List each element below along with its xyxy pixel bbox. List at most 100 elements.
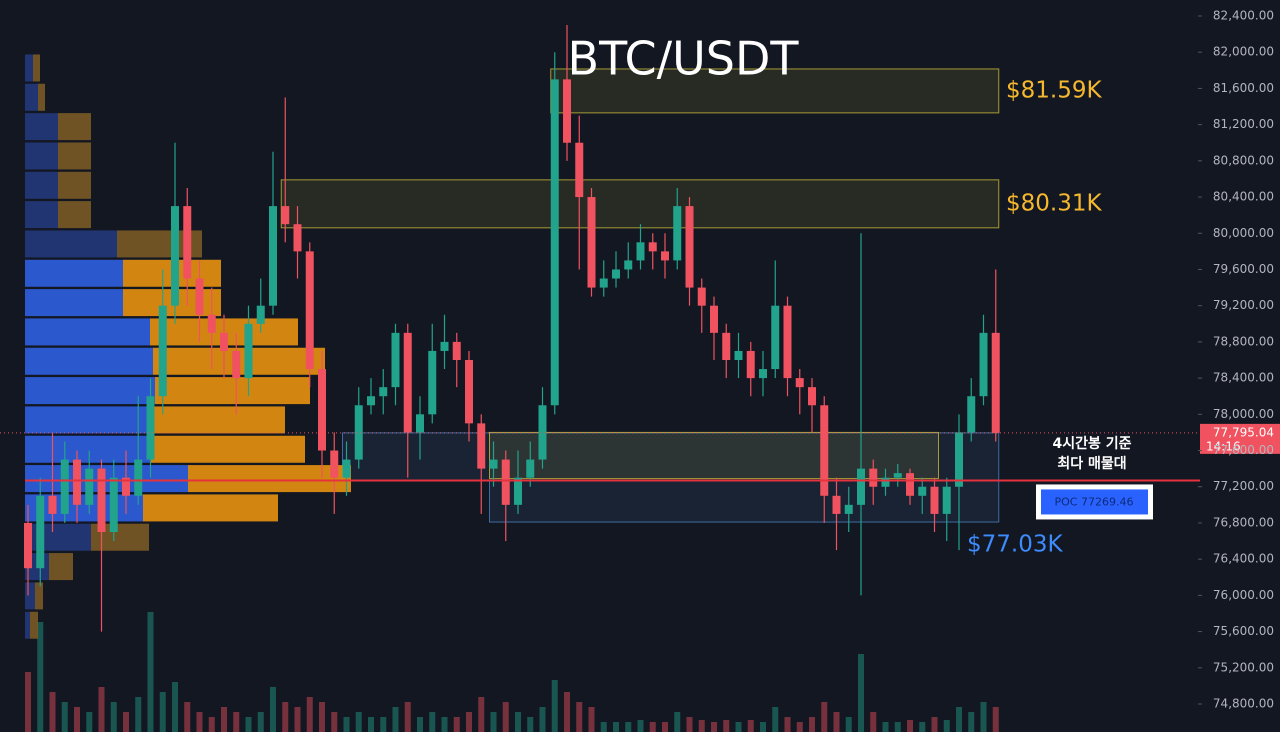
candle-body	[808, 387, 816, 406]
candle-body	[85, 468, 94, 505]
price-zone	[280, 179, 1000, 229]
y-tick-label: 80,800.00	[1213, 153, 1274, 167]
candle-body	[60, 459, 69, 514]
volume-bar	[257, 712, 264, 732]
volume-bar	[686, 717, 693, 732]
candle-body	[795, 378, 804, 388]
volume-bar	[784, 717, 791, 732]
candle-body	[269, 206, 277, 306]
volume-bar	[845, 717, 852, 732]
candle-body	[599, 278, 608, 288]
profile-sell	[38, 83, 45, 111]
volume-bar	[294, 707, 301, 732]
candle-body	[195, 278, 204, 315]
candle-body	[820, 405, 829, 496]
volume-bar	[919, 722, 926, 732]
y-tick-label: 79,600.00	[1213, 262, 1274, 276]
candle-body	[722, 332, 731, 360]
candle-body	[183, 206, 192, 279]
candle-body	[452, 341, 461, 360]
candle-body	[624, 260, 633, 270]
volume-bar	[992, 707, 999, 732]
candle-body	[318, 369, 326, 451]
volume-bar	[343, 717, 350, 732]
volume-bar	[502, 702, 509, 732]
volume-bar	[404, 702, 411, 732]
candle-body	[477, 423, 486, 469]
candle-body	[881, 477, 890, 487]
profile-buy	[25, 230, 117, 258]
candle-body	[305, 251, 314, 370]
volume-bar	[625, 722, 632, 732]
zone-layer	[280, 68, 1000, 523]
candle-body	[759, 369, 767, 379]
profile-sell	[150, 435, 305, 463]
profile-sell	[30, 611, 38, 639]
candle-body	[844, 504, 853, 514]
candle-body	[293, 224, 302, 252]
profile-buy	[25, 83, 38, 111]
volume-bar	[870, 712, 877, 732]
volume-bar	[61, 702, 68, 732]
price-zone	[342, 432, 1000, 481]
candle-body	[489, 459, 498, 469]
candle-body	[109, 477, 118, 532]
y-tick-label: 81,200.00	[1213, 117, 1274, 131]
volume-bar	[147, 612, 154, 732]
candle-body	[73, 459, 81, 505]
y-tick-label: 76,400.00	[1213, 552, 1274, 566]
volume-bar	[943, 720, 950, 732]
volume-bar	[551, 680, 558, 732]
profile-buy	[25, 582, 35, 610]
candle-body	[538, 405, 547, 460]
price-zone	[550, 68, 1000, 114]
volume-bar	[931, 717, 938, 732]
annotation-text: 최다 매물대	[1057, 456, 1126, 472]
y-tick-label: 80,000.00	[1213, 226, 1274, 240]
last-price-time: 14:16	[1206, 439, 1241, 453]
volume-bar	[245, 717, 252, 732]
volume-bar	[25, 672, 31, 732]
profile-sell	[58, 113, 91, 141]
volume-bar	[613, 722, 619, 732]
candle-body	[734, 350, 743, 360]
y-tick-label: 80,400.00	[1213, 190, 1274, 204]
profile-sell	[143, 494, 278, 522]
candle-body	[379, 387, 388, 397]
volume-bar	[576, 702, 583, 732]
volume-bar	[282, 702, 289, 732]
candle-body	[906, 473, 914, 496]
volume-bar	[331, 712, 338, 732]
volume-bar	[968, 712, 975, 732]
volume-bar	[355, 712, 362, 732]
candle-body	[354, 405, 363, 460]
candle-body	[955, 432, 963, 487]
candle-body	[661, 251, 669, 261]
candle-body	[171, 206, 179, 306]
candle-body	[967, 396, 976, 433]
volume-bar	[882, 722, 889, 732]
profile-buy	[25, 435, 150, 463]
last-price-box	[1200, 423, 1280, 454]
volume-bar	[453, 717, 460, 732]
volume-bar	[86, 712, 93, 732]
candle-body	[465, 360, 473, 424]
volume-bar	[221, 707, 227, 732]
volume-bar	[723, 720, 730, 732]
candle-body	[134, 459, 143, 496]
volume-bar	[37, 622, 44, 732]
candle-body	[256, 305, 265, 324]
profile-sell	[58, 142, 91, 170]
candle-body	[514, 477, 522, 505]
volume-bar	[735, 722, 742, 732]
profile-sell	[33, 54, 40, 82]
volume-bar	[74, 707, 80, 732]
zone-label: $77.03K	[967, 532, 1063, 558]
volume-bar	[956, 707, 962, 732]
candle-body	[857, 468, 865, 505]
volume-bar	[833, 712, 840, 732]
candle-body	[342, 459, 351, 478]
volume-bar	[49, 692, 56, 732]
candle-body	[575, 142, 584, 198]
